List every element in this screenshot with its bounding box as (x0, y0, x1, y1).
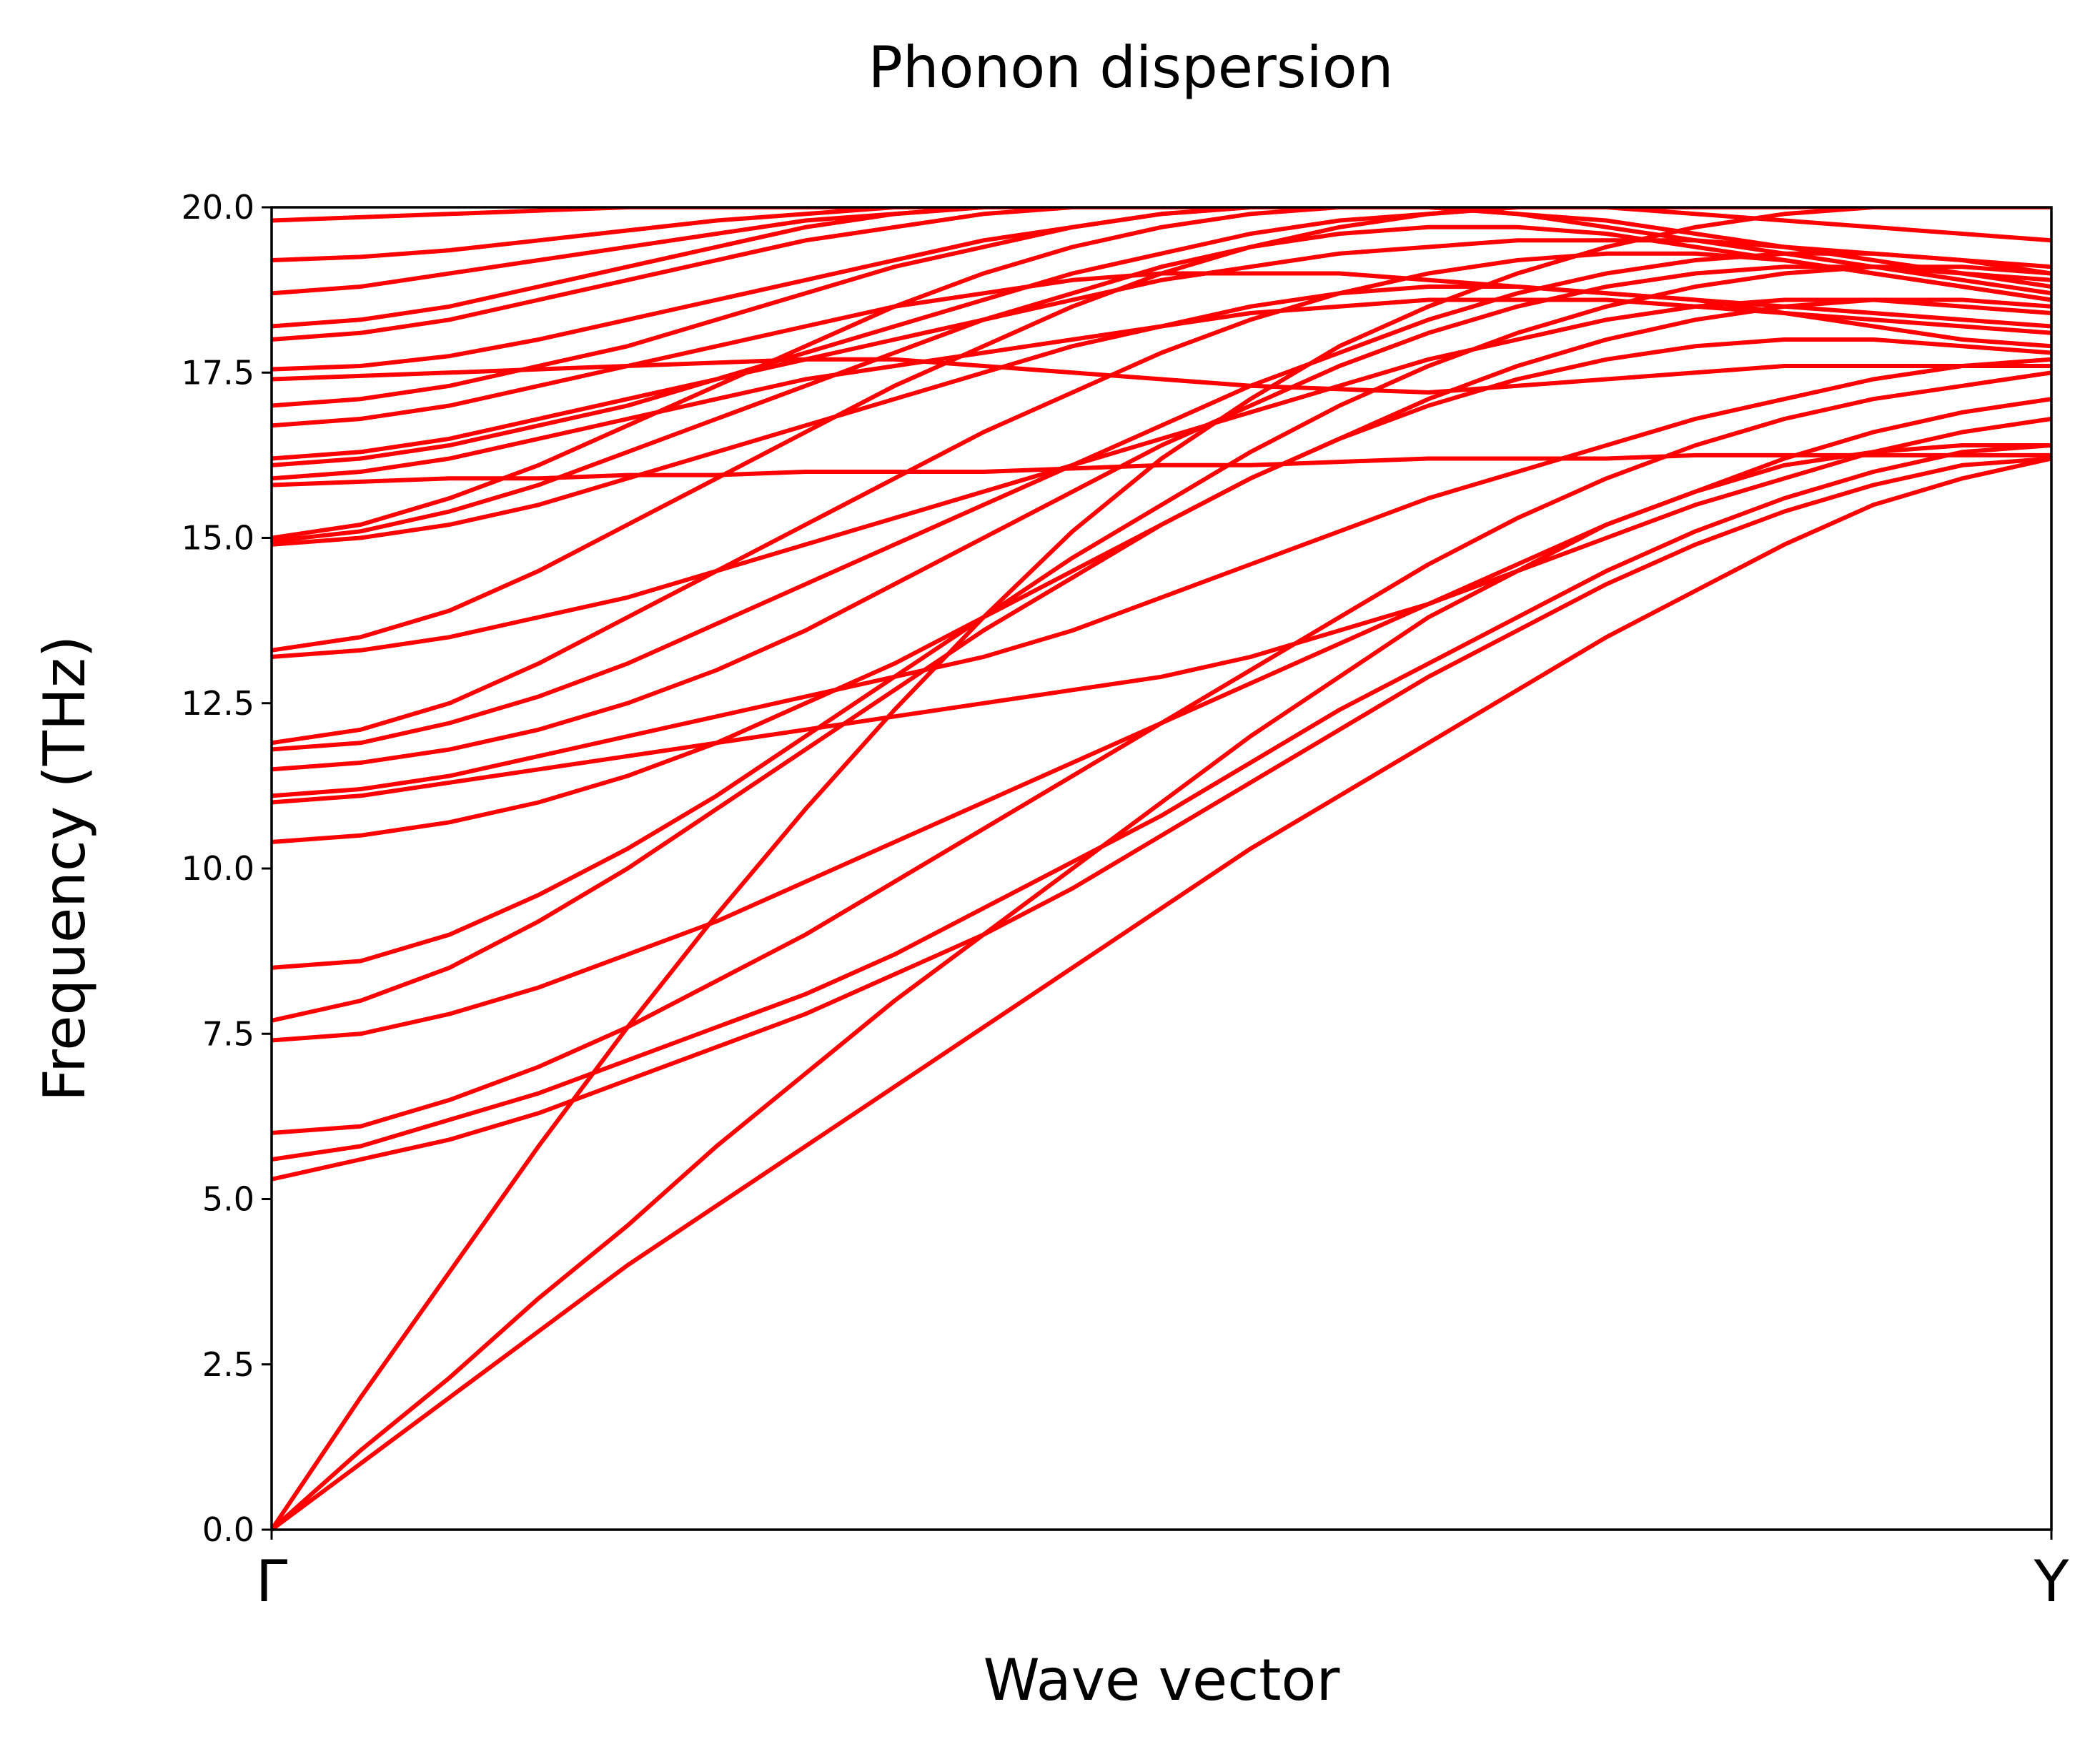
y-tick-label: 2.5 (202, 1345, 254, 1384)
y-tick-label: 15.0 (182, 519, 254, 558)
band-line-31 (272, 207, 2051, 296)
band-line-27 (272, 357, 2051, 395)
y-tick-label: 17.5 (182, 353, 254, 392)
y-tick-label: 7.5 (202, 1014, 254, 1053)
band-line-7 (272, 397, 2051, 1043)
y-axis-ticks: 0.0 2.5 5.0 7.5 10.0 12.5 15.0 17.5 20.0 (182, 188, 272, 1549)
band-line-29 (272, 207, 2051, 342)
band-line-21 (272, 452, 2051, 487)
band-line-15 (272, 251, 2051, 746)
y-tick-label: 5.0 (202, 1180, 254, 1219)
band-line-12 (272, 357, 2051, 798)
band-line-30 (272, 207, 2051, 329)
band-line-2 (272, 443, 2051, 1532)
x-tick-label: Y (2034, 1548, 2070, 1615)
y-tick-label: 0.0 (202, 1510, 254, 1549)
chart-title: Phonon dispersion (868, 34, 1394, 101)
band-line-23 (272, 207, 2051, 467)
band-line-11 (272, 417, 2051, 805)
y-tick-label: 20.0 (182, 188, 254, 227)
x-tick-label: Γ (256, 1548, 288, 1615)
x-axis-label: Wave vector (984, 1647, 1340, 1713)
band-line-19 (272, 224, 2051, 544)
band-line-22 (272, 297, 2051, 481)
band-line-20 (272, 207, 2051, 540)
band-line-4 (272, 456, 2051, 1182)
y-tick-label: 10.0 (182, 849, 254, 888)
band-line-9 (272, 264, 2051, 970)
band-line-25 (272, 271, 2051, 428)
band-lines (272, 207, 2051, 1532)
y-axis-label: Frequency (THz) (31, 635, 98, 1102)
band-line-28 (272, 207, 2051, 372)
y-tick-label: 12.5 (182, 684, 254, 723)
band-line-33 (272, 207, 2051, 223)
band-line-32 (272, 207, 2051, 262)
band-line-24 (272, 238, 2051, 461)
band-line-5 (272, 443, 2051, 1162)
band-line-16 (272, 297, 2051, 659)
band-line-1 (272, 456, 2051, 1532)
band-line-13 (272, 264, 2051, 772)
